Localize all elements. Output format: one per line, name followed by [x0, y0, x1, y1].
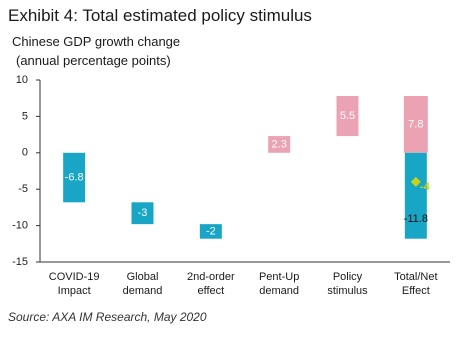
x-tick-label: Policy stimulus [327, 271, 368, 297]
value-label: -11.8 [404, 213, 428, 225]
value-label: -4 [420, 181, 431, 193]
bar [268, 136, 291, 153]
x-tick-label: Pent-Up demand [258, 271, 300, 297]
net-marker [410, 176, 421, 187]
value-label: -3 [138, 207, 148, 219]
bar [63, 152, 86, 203]
y-axis-label: Chinese GDP growth change [12, 34, 181, 49]
x-tick-label: 2nd-order effect [186, 271, 235, 297]
bar [404, 152, 427, 239]
value-label: 7.8 [408, 118, 423, 130]
x-tick-label: COVID-19 Impact [48, 271, 100, 297]
bar [199, 224, 222, 239]
y-tick-label: -15 [12, 256, 28, 268]
value-label: 5.5 [340, 110, 355, 122]
y-tick-label: 5 [22, 110, 28, 122]
y-axis-label: (annual percentage points) [16, 53, 171, 68]
x-tick-label: Global demand [122, 271, 163, 297]
source: Source: AXA IM Research, May 2020 [8, 310, 207, 324]
bar [131, 202, 154, 225]
value-label: -6.8 [65, 171, 84, 183]
y-tick-label: -5 [18, 183, 28, 195]
chart-title: Exhibit 4: Total estimated policy stimul… [8, 6, 312, 25]
x-tick-label: Total/Net Effect [394, 271, 438, 297]
y-tick-label: -10 [12, 220, 28, 232]
value-label: -2 [206, 225, 216, 237]
bar [336, 96, 359, 137]
bar [403, 96, 428, 153]
y-tick-label: 10 [16, 74, 28, 86]
y-tick-label: 0 [22, 147, 28, 159]
value-label: 2.3 [272, 138, 287, 150]
